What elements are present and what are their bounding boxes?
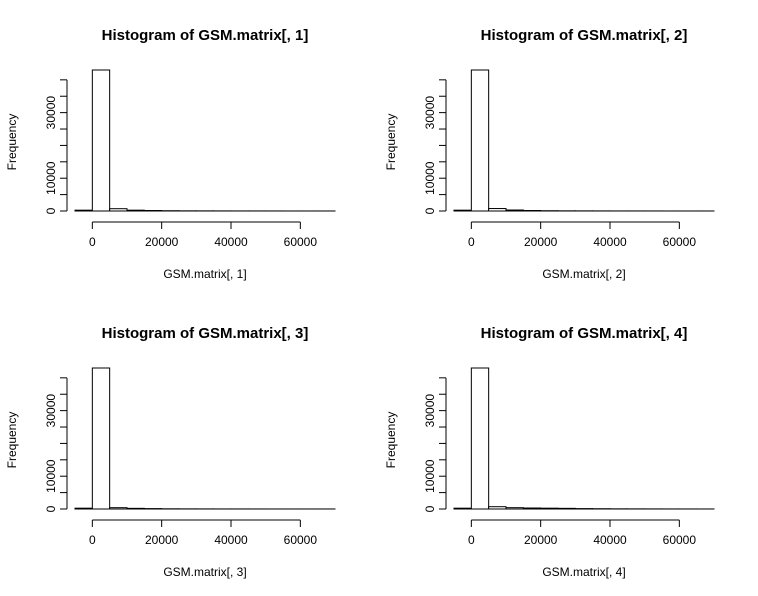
histogram-panel-3: Histogram of GSM.matrix[, 3] Frequency G…: [5, 325, 336, 579]
x-tick-label: 20000: [145, 533, 179, 547]
histogram-bar: [74, 209, 93, 212]
x-tick-label: 0: [89, 533, 96, 547]
y-axis-label: Frequency: [5, 412, 19, 469]
y-tick-label: 10000: [44, 459, 58, 493]
histogram-panel-1: Histogram of GSM.matrix[, 1] Frequency G…: [5, 27, 336, 281]
chart-title: Histogram of GSM.matrix[, 4]: [481, 325, 688, 342]
x-axis-label: GSM.matrix[, 2]: [542, 267, 625, 281]
histogram-bars: [453, 69, 715, 212]
y-tick-label: 0: [423, 207, 437, 214]
chart-title: Histogram of GSM.matrix[, 3]: [102, 325, 309, 342]
x-axis-label: GSM.matrix[, 3]: [163, 565, 246, 579]
chart-title: Histogram of GSM.matrix[, 1]: [102, 27, 309, 44]
y-tick-label: 30000: [44, 96, 58, 130]
histogram-bar: [488, 208, 507, 212]
histogram-bars: [74, 69, 336, 212]
histogram-panel-2: Histogram of GSM.matrix[, 2] Frequency G…: [384, 27, 715, 281]
y-axis-label: Frequency: [384, 412, 398, 469]
histogram-bar: [522, 507, 542, 510]
y-axis: 0 10000 30000: [44, 79, 68, 214]
x-tick-label: 20000: [145, 235, 179, 249]
x-tick-label: 60000: [284, 235, 318, 249]
chart-title: Histogram of GSM.matrix[, 2]: [481, 27, 688, 44]
x-tick-label: 20000: [524, 235, 558, 249]
y-axis-label: Frequency: [5, 114, 19, 171]
histogram-bar: [91, 367, 111, 510]
histogram-bars: [74, 367, 336, 510]
x-tick-label: 0: [89, 235, 96, 249]
histogram-panel-4: Histogram of GSM.matrix[, 4] Frequency G…: [384, 325, 715, 579]
histogram-bar: [74, 507, 93, 510]
histogram-bars: [453, 367, 715, 510]
x-tick-label: 0: [468, 533, 475, 547]
x-axis: 0 20000 40000 60000: [468, 519, 697, 547]
y-tick-label: 10000: [44, 161, 58, 195]
y-tick-label: 10000: [423, 459, 437, 493]
x-axis: 0 20000 40000 60000: [468, 221, 697, 249]
x-axis: 0 20000 40000 60000: [89, 519, 318, 547]
y-tick-label: 30000: [423, 394, 437, 428]
histogram-bar: [470, 367, 490, 510]
x-axis-label: GSM.matrix[, 4]: [542, 565, 625, 579]
histogram-bar: [126, 209, 145, 212]
x-tick-label: 40000: [593, 533, 627, 547]
histogram-bar: [453, 507, 472, 510]
y-tick-label: 10000: [423, 161, 437, 195]
x-tick-label: 0: [468, 235, 475, 249]
histogram-bar: [540, 507, 559, 510]
x-tick-label: 40000: [214, 235, 248, 249]
y-axis: 0 10000 30000: [44, 377, 68, 512]
x-tick-label: 60000: [284, 533, 318, 547]
x-tick-label: 20000: [524, 533, 558, 547]
histogram-bar: [505, 209, 524, 212]
histogram-bar: [109, 208, 128, 212]
y-axis: 0 10000 30000: [423, 377, 447, 512]
histogram-bar: [557, 507, 576, 510]
y-tick-label: 30000: [423, 96, 437, 130]
y-axis-label: Frequency: [384, 114, 398, 171]
histogram-bar: [91, 69, 111, 212]
histogram-bar: [109, 507, 128, 510]
histogram-bar: [488, 506, 507, 510]
y-tick-label: 0: [423, 505, 437, 512]
x-tick-label: 40000: [214, 533, 248, 547]
x-axis: 0 20000 40000 60000: [89, 221, 318, 249]
histogram-bar: [505, 507, 524, 510]
x-tick-label: 40000: [593, 235, 627, 249]
y-tick-label: 0: [44, 505, 58, 512]
x-tick-label: 60000: [663, 533, 697, 547]
histogram-bar: [126, 507, 145, 510]
y-tick-label: 30000: [44, 394, 58, 428]
x-axis-label: GSM.matrix[, 1]: [163, 267, 246, 281]
histogram-bar: [470, 69, 490, 212]
y-axis: 0 10000 30000: [423, 79, 447, 214]
x-tick-label: 60000: [663, 235, 697, 249]
y-tick-label: 0: [44, 207, 58, 214]
histogram-bar: [453, 209, 472, 212]
